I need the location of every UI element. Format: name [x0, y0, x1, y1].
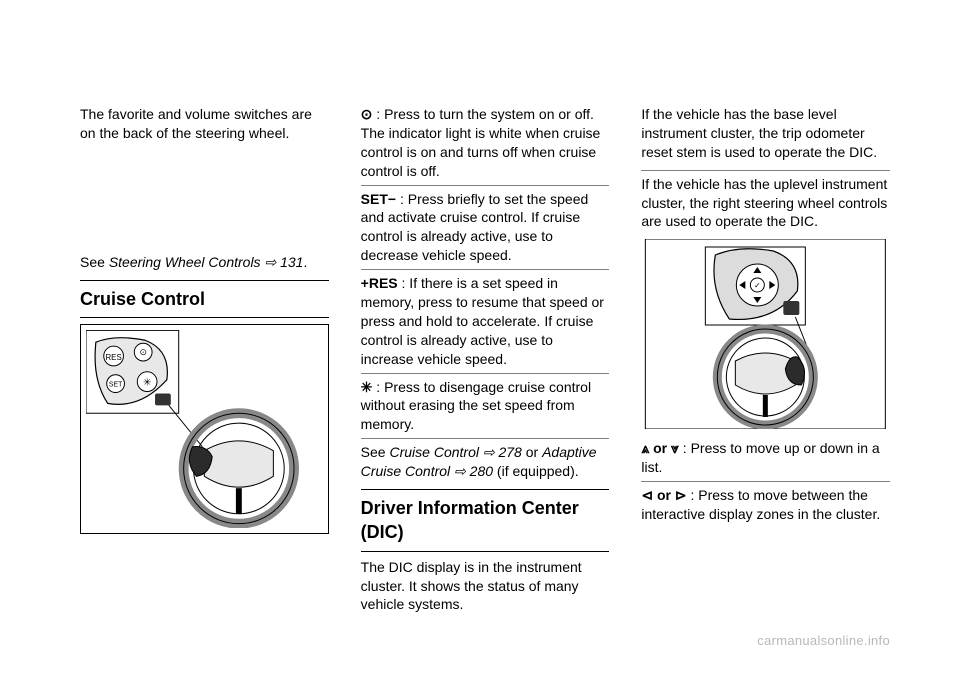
section-rule — [361, 489, 610, 490]
see-ref-num: 131 — [276, 254, 303, 270]
uplevel-cluster-text: If the vehicle has the uplevel instrumen… — [641, 175, 890, 232]
divider — [641, 481, 890, 482]
divider — [641, 170, 890, 171]
link-icon: ⇨ — [479, 444, 495, 460]
intro-text: The favorite and volume switches are on … — [80, 105, 329, 143]
section-rule — [361, 551, 610, 552]
see2-b: (if equipped). — [493, 463, 579, 479]
see-cruise-refs: See Cruise Control ⇨ 278 or Adaptive Cru… — [361, 443, 610, 481]
set-label: SET− — [361, 191, 396, 207]
svg-text:SET: SET — [109, 382, 123, 389]
svg-text:⊙: ⊙ — [139, 347, 146, 357]
link-icon: ⇨ — [450, 463, 466, 479]
def-set: SET− : Press briefly to set the speed an… — [361, 190, 610, 266]
see2-a: See — [361, 444, 390, 460]
nav-left-right: ⊲ or ⊳ : Press to move between the inter… — [641, 486, 890, 524]
link-icon: ⇨ — [261, 254, 277, 270]
see-steering-ref: See Steering Wheel Controls ⇨ 131. — [80, 253, 329, 272]
see-link-text: Steering Wheel Controls — [109, 254, 261, 270]
see2-mid: or — [522, 444, 542, 460]
column-2: ⊙ : Press to turn the system on or off. … — [361, 105, 610, 622]
see-suffix: . — [303, 254, 307, 270]
see2-ref1: 278 — [495, 444, 522, 460]
svg-text:✳: ✳ — [143, 378, 151, 389]
dic-heading: Driver Information Center (DIC) — [361, 496, 610, 545]
def-power: ⊙ : Press to turn the system on or off. … — [361, 105, 610, 181]
divider — [361, 438, 610, 439]
see-prefix: See — [80, 254, 109, 270]
page-content: The favorite and volume switches are on … — [0, 0, 960, 622]
def-res: +RES : If there is a set speed in memory… — [361, 274, 610, 368]
column-1: The favorite and volume switches are on … — [80, 105, 329, 622]
dic-controls-illustration: ✓ — [641, 239, 890, 429]
section-rule — [80, 317, 329, 318]
cruise-control-heading: Cruise Control — [80, 287, 329, 311]
base-cluster-text: If the vehicle has the base level instru… — [641, 105, 890, 162]
cancel-icon: ✳ — [361, 379, 373, 395]
res-label: +RES — [361, 275, 398, 291]
cruise-control-illustration: RES ⊙ SET ✳ — [80, 324, 329, 534]
see2-ref2: 280 — [466, 463, 493, 479]
left-right-icon: ⊲ or ⊳ — [641, 487, 686, 503]
watermark: carmanualsonline.info — [757, 632, 890, 650]
divider — [361, 185, 610, 186]
svg-text:✓: ✓ — [754, 281, 761, 290]
dic-text: The DIC display is in the instrument clu… — [361, 558, 610, 615]
svg-text:RES: RES — [106, 353, 122, 362]
power-icon: ⊙ — [361, 106, 373, 122]
nav-up-down: ⩓ or ⩔ : Press to move up or down in a l… — [641, 439, 890, 477]
up-down-icon: ⩓ or ⩔ — [641, 440, 679, 456]
divider — [361, 373, 610, 374]
see2-link1: Cruise Control — [389, 444, 478, 460]
def-power-text: : Press to turn the system on or off. Th… — [361, 106, 601, 179]
divider — [361, 269, 610, 270]
def-cancel-text: : Press to disengage cruise control with… — [361, 379, 591, 433]
def-cancel: ✳ : Press to disengage cruise control wi… — [361, 378, 610, 435]
section-rule — [80, 280, 329, 281]
rear-switch-illustration — [80, 151, 329, 247]
column-3: If the vehicle has the base level instru… — [641, 105, 890, 622]
def-res-text: : If there is a set speed in memory, pre… — [361, 275, 604, 367]
